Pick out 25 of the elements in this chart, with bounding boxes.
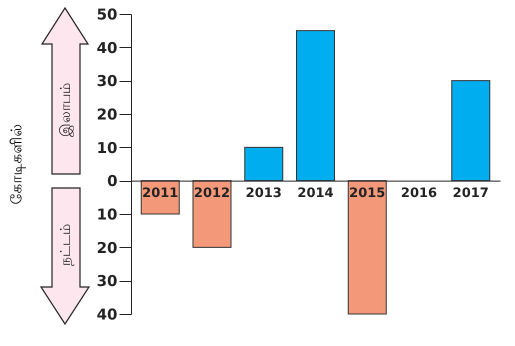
y-tick-label: 30 xyxy=(96,272,118,290)
y-tick-label: 0 xyxy=(107,172,118,190)
y-tick-label: 30 xyxy=(96,72,118,90)
x-tick-label: 2016 xyxy=(400,186,438,202)
text: நட்டம் xyxy=(58,224,74,266)
x-tick-label: 2014 xyxy=(297,186,334,202)
bar xyxy=(192,180,232,248)
bar xyxy=(244,146,284,182)
bar xyxy=(296,30,335,182)
x-tick-label: 2015 xyxy=(349,186,386,202)
x-tick-label: 2012 xyxy=(194,186,230,202)
y-tick-label: 10 xyxy=(96,138,118,157)
y-tick-label: 50 xyxy=(96,6,118,24)
y-tick-label: 40 xyxy=(96,306,118,324)
bar xyxy=(348,180,387,314)
x-tick-label: 2013 xyxy=(246,186,282,202)
text: இலாபம் xyxy=(58,83,74,137)
bar xyxy=(451,80,490,182)
x-tick-label: 2011 xyxy=(142,186,178,202)
y-tick-label: 10 xyxy=(96,206,118,224)
y-tick-label: 20 xyxy=(96,238,118,257)
y-tick-label: 20 xyxy=(96,106,118,124)
y-tick-label: 40 xyxy=(96,38,118,57)
x-tick-label: 2017 xyxy=(452,186,489,202)
y-axis-title: கோடிகளில் xyxy=(8,124,26,204)
